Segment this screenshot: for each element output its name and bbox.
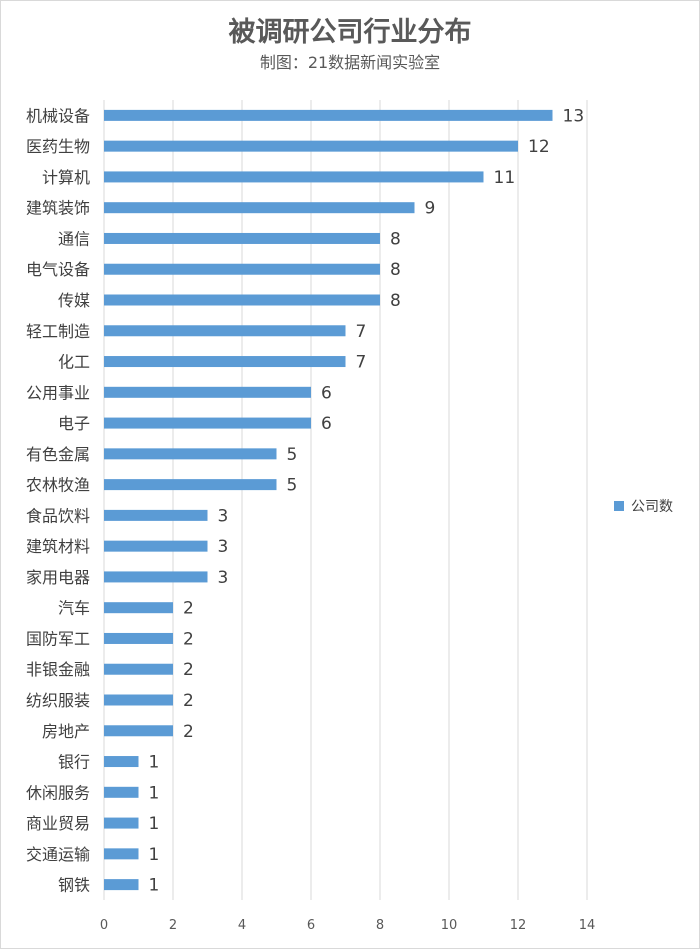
data-label: 2 bbox=[183, 722, 194, 742]
bars bbox=[104, 109, 553, 891]
category-label: 医药生物 bbox=[26, 137, 90, 156]
bar bbox=[104, 540, 208, 552]
category-label: 纺织服装 bbox=[26, 691, 90, 710]
category-label: 休闲服务 bbox=[26, 783, 90, 802]
category-label: 机械设备 bbox=[26, 106, 90, 125]
bar bbox=[104, 109, 553, 121]
data-label: 7 bbox=[356, 322, 367, 342]
bar bbox=[104, 602, 173, 614]
category-labels: 机械设备医药生物计算机建筑装饰通信电气设备传媒轻工制造化工公用事业电子有色金属农… bbox=[26, 106, 90, 894]
bar bbox=[104, 325, 346, 337]
legend: 公司数 bbox=[614, 499, 673, 515]
bar bbox=[104, 817, 139, 829]
category-label: 建筑装饰 bbox=[26, 199, 90, 218]
data-label: 1 bbox=[149, 783, 160, 803]
category-label: 银行 bbox=[58, 753, 90, 772]
bar bbox=[104, 140, 518, 152]
bar bbox=[104, 663, 173, 675]
category-label: 钢铁 bbox=[58, 876, 90, 895]
data-label: 8 bbox=[390, 229, 401, 249]
data-label: 6 bbox=[321, 383, 332, 403]
bar bbox=[104, 202, 415, 214]
category-label: 商业贸易 bbox=[26, 814, 90, 833]
category-label: 交通运输 bbox=[26, 845, 90, 864]
category-label: 家用电器 bbox=[26, 568, 90, 587]
bar bbox=[104, 171, 484, 183]
bar bbox=[104, 232, 380, 244]
bar bbox=[104, 356, 346, 368]
x-axis-ticks: 0 2 4 6 8 10 12 14 bbox=[100, 918, 595, 933]
category-label: 有色金属 bbox=[26, 445, 90, 464]
data-label: 8 bbox=[390, 291, 401, 311]
bar bbox=[104, 725, 173, 737]
x-tick-label: 14 bbox=[579, 918, 596, 933]
data-label: 3 bbox=[218, 506, 229, 526]
category-label: 计算机 bbox=[42, 168, 90, 187]
legend-swatch bbox=[614, 501, 624, 511]
bar bbox=[104, 448, 277, 460]
data-label: 3 bbox=[218, 568, 229, 588]
category-label: 房地产 bbox=[42, 722, 90, 741]
bar bbox=[104, 879, 139, 891]
bar bbox=[104, 756, 139, 768]
category-label: 传媒 bbox=[58, 291, 90, 310]
bar bbox=[104, 479, 277, 491]
data-label: 5 bbox=[287, 445, 298, 465]
bar bbox=[104, 417, 311, 429]
data-label: 1 bbox=[149, 845, 160, 865]
data-label: 1 bbox=[149, 876, 160, 896]
data-label: 5 bbox=[287, 476, 298, 496]
bar bbox=[104, 294, 380, 306]
bar bbox=[104, 509, 208, 521]
data-label: 7 bbox=[356, 353, 367, 373]
data-label: 13 bbox=[563, 106, 585, 126]
x-tick-label: 8 bbox=[376, 918, 384, 933]
category-label: 电子 bbox=[58, 414, 90, 433]
bar bbox=[104, 786, 139, 798]
x-tick-label: 4 bbox=[238, 918, 246, 933]
bar bbox=[104, 694, 173, 706]
bar bbox=[104, 571, 208, 583]
x-tick-label: 2 bbox=[169, 918, 177, 933]
category-label: 农林牧渔 bbox=[26, 476, 90, 495]
x-tick-label: 6 bbox=[307, 918, 315, 933]
bar bbox=[104, 263, 380, 275]
category-label: 公用事业 bbox=[26, 383, 90, 402]
x-tick-label: 12 bbox=[510, 918, 527, 933]
category-label: 电气设备 bbox=[26, 260, 90, 279]
category-label: 汽车 bbox=[58, 599, 90, 618]
data-label: 2 bbox=[183, 691, 194, 711]
data-label: 9 bbox=[425, 199, 436, 219]
category-label: 食品饮料 bbox=[26, 506, 90, 525]
x-tick-label: 0 bbox=[100, 918, 108, 933]
legend-label: 公司数 bbox=[631, 499, 673, 515]
category-label: 化工 bbox=[58, 353, 90, 372]
gridlines bbox=[103, 100, 588, 900]
data-label: 11 bbox=[494, 168, 516, 188]
category-label: 非银金融 bbox=[26, 660, 90, 679]
bar bbox=[104, 848, 139, 860]
data-label: 6 bbox=[321, 414, 332, 434]
data-label: 1 bbox=[149, 753, 160, 773]
data-label: 2 bbox=[183, 629, 194, 649]
data-label: 2 bbox=[183, 599, 194, 619]
chart-title: 被调研公司行业分布 bbox=[228, 17, 472, 48]
data-label: 3 bbox=[218, 537, 229, 557]
bar bbox=[104, 386, 311, 398]
chart-subtitle: 制图：21数据新闻实验室 bbox=[259, 53, 441, 72]
data-label: 2 bbox=[183, 660, 194, 680]
category-label: 通信 bbox=[58, 229, 90, 248]
category-label: 轻工制造 bbox=[26, 322, 90, 341]
data-label: 8 bbox=[390, 260, 401, 280]
x-tick-label: 10 bbox=[441, 918, 458, 933]
data-label: 12 bbox=[528, 137, 550, 157]
category-label: 建筑材料 bbox=[26, 537, 90, 556]
bar bbox=[104, 632, 173, 644]
data-label: 1 bbox=[149, 814, 160, 834]
category-label: 国防军工 bbox=[26, 629, 90, 648]
